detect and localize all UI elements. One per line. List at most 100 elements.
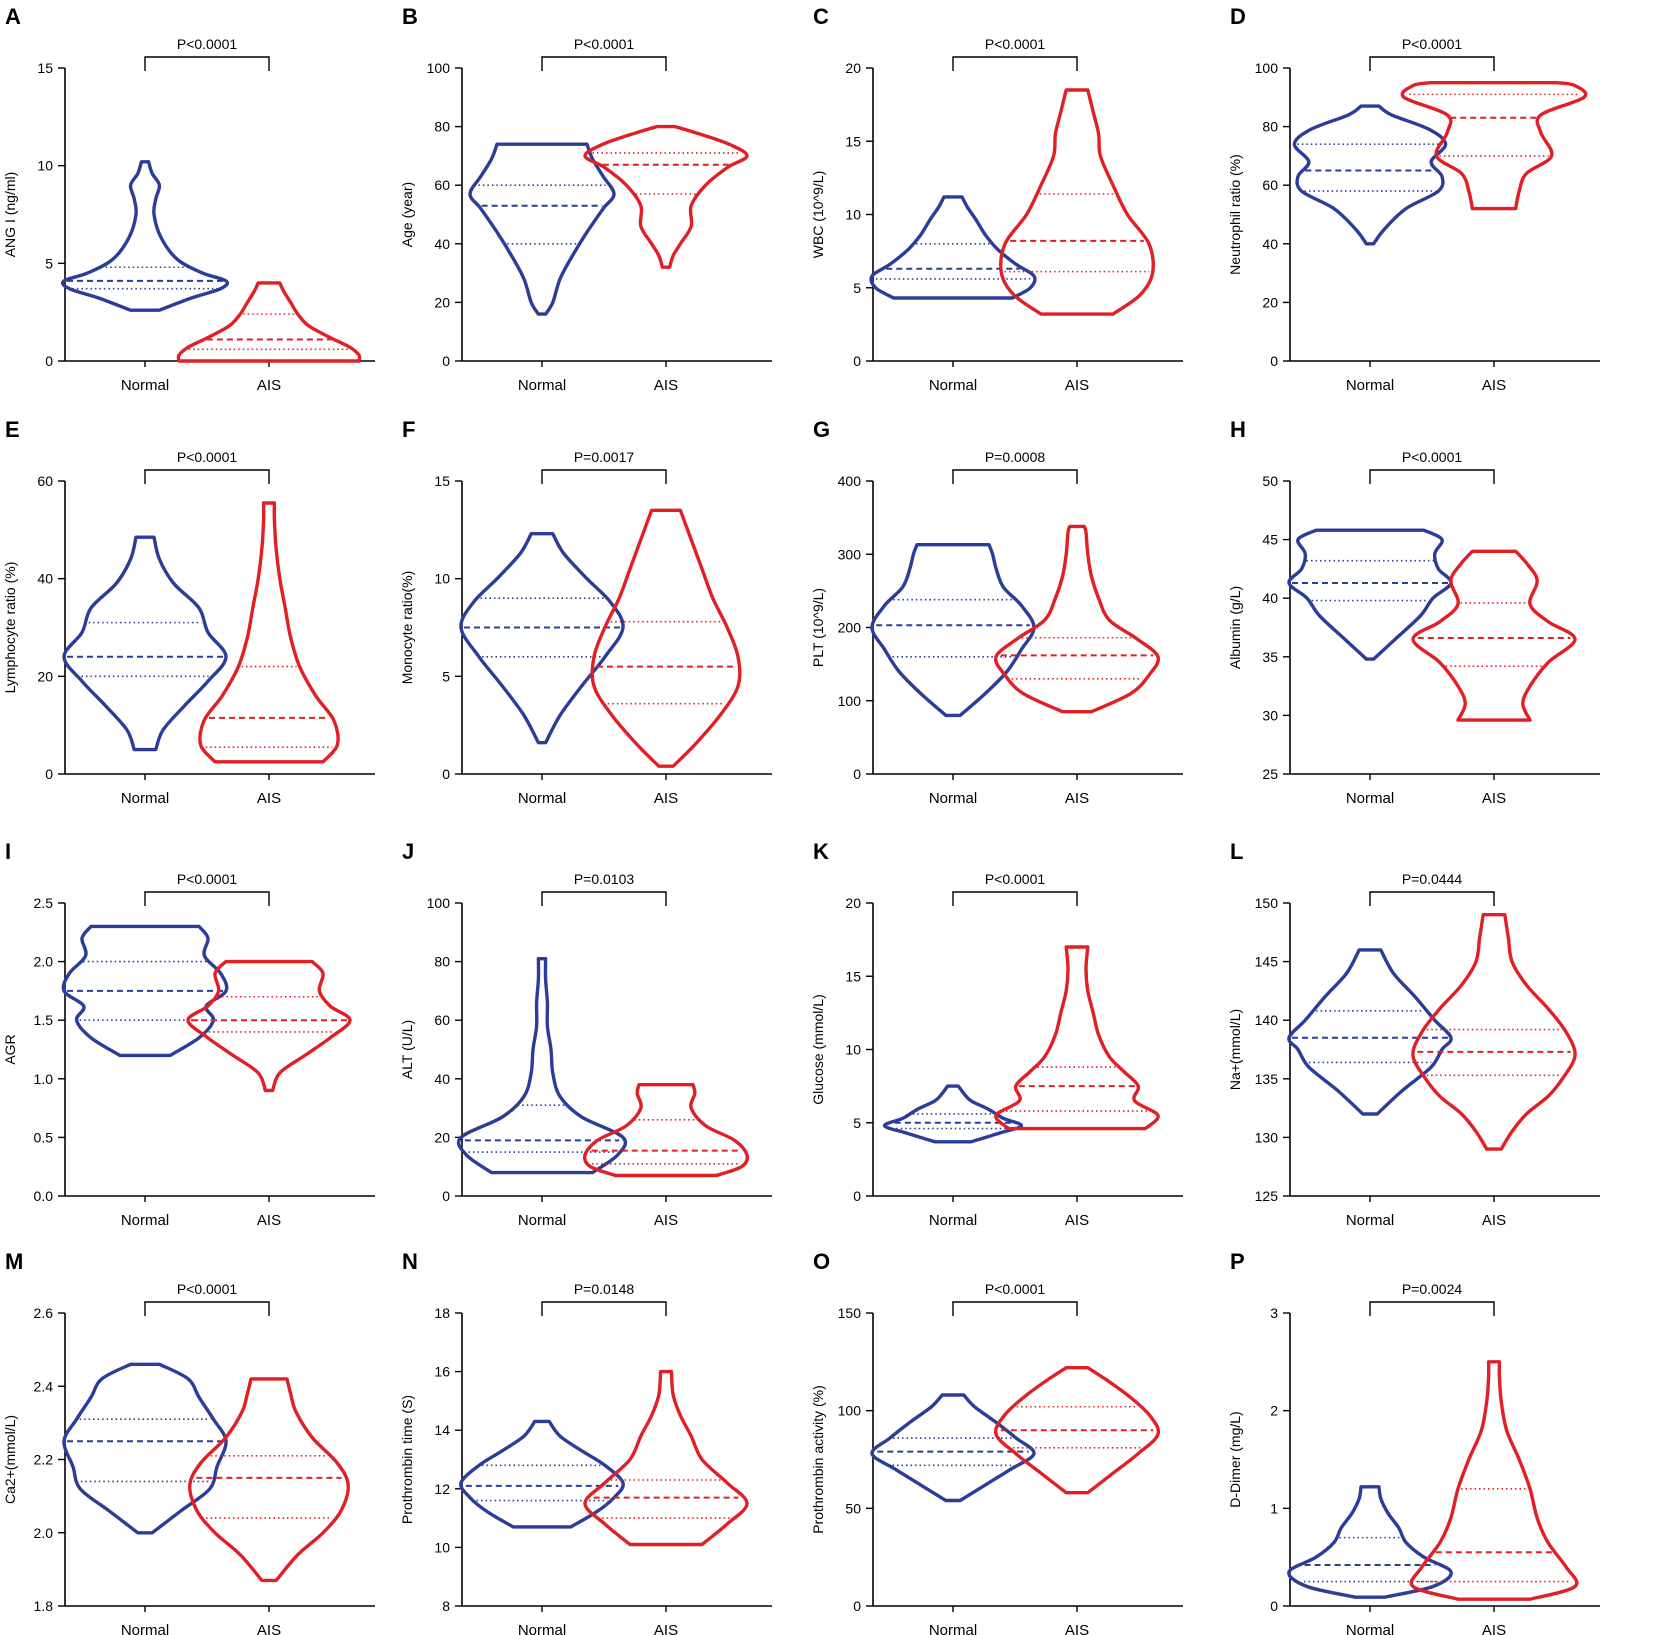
p-value-label: P<0.0001 (177, 449, 238, 465)
category-label: Normal (518, 790, 566, 807)
category-label: Normal (518, 1622, 566, 1635)
y-tick-label: 0 (442, 1188, 450, 1204)
panel-letter: A (5, 4, 21, 29)
category-label: AIS (257, 1622, 281, 1635)
violin-ais (583, 1369, 749, 1547)
significance-bracket (1369, 56, 1495, 71)
y-tick-label: 1 (1270, 1500, 1278, 1516)
violin-normal (1287, 1485, 1453, 1599)
violin-ais (994, 945, 1160, 1131)
panel-letter: K (813, 839, 829, 864)
violin-normal (459, 1419, 625, 1529)
category-label: AIS (654, 790, 678, 807)
violin-ais (186, 959, 352, 1093)
p-value-label: P=0.0008 (985, 449, 1046, 465)
y-tick-label: 35 (1262, 649, 1278, 665)
y-axis-label: Lymphocyte ratio (%) (2, 562, 18, 694)
category-label: AIS (1482, 377, 1506, 394)
y-tick-label: 130 (1255, 1129, 1279, 1145)
panel-p: P 0 1 2 3 D-Dimer (mg/L) Normal AIS P=0.0024 (1227, 1249, 1600, 1635)
category-label: Normal (518, 1212, 566, 1229)
y-tick-label: 1.5 (34, 1012, 54, 1028)
y-axis-label: Prothrombin activity (%) (810, 1385, 826, 1534)
y-tick-label: 2.0 (34, 954, 54, 970)
category-label: AIS (1065, 377, 1089, 394)
significance-bracket (952, 56, 1078, 71)
y-tick-label: 20 (845, 895, 861, 911)
panel-letter: H (1230, 417, 1246, 442)
p-value-label: P<0.0001 (985, 1281, 1046, 1297)
y-tick-label: 2.6 (34, 1305, 54, 1321)
y-tick-label: 20 (1262, 294, 1278, 310)
violin-normal (62, 1362, 228, 1535)
significance-bracket (144, 469, 270, 484)
p-value-label: P<0.0001 (985, 871, 1046, 887)
violin-normal (459, 532, 625, 745)
y-tick-label: 60 (37, 473, 53, 489)
y-tick-label: 10 (434, 571, 450, 587)
violin-ais (590, 508, 742, 768)
p-value-label: P=0.0024 (1402, 1281, 1463, 1297)
violin-ais (993, 1366, 1161, 1495)
y-tick-label: 150 (838, 1305, 862, 1321)
significance-bracket (952, 891, 1078, 906)
y-tick-label: 20 (434, 1129, 450, 1145)
panel-letter: O (813, 1249, 830, 1274)
y-tick-label: 2.4 (34, 1378, 54, 1394)
y-axis-label: Age (year) (399, 182, 415, 247)
panel-g: G 0 100 200 300 400 PLT (10^9/L) Normal AIS P=0.0… (810, 417, 1183, 807)
panel-letter: F (402, 417, 415, 442)
category-label: AIS (257, 377, 281, 394)
category-label: AIS (1482, 1622, 1506, 1635)
y-tick-label: 145 (1255, 954, 1279, 970)
y-tick-label: 25 (1262, 766, 1278, 782)
category-label: Normal (518, 377, 566, 394)
y-axis-label: Albumin (g/L) (1227, 586, 1243, 669)
violin-normal (882, 1084, 1024, 1144)
p-value-label: P<0.0001 (177, 36, 238, 52)
category-label: Normal (1346, 1622, 1394, 1635)
y-axis-label: ANG I (ng/ml) (2, 172, 18, 258)
significance-bracket (952, 469, 1078, 484)
y-tick-label: 300 (838, 546, 862, 562)
violin-normal (1292, 104, 1448, 246)
y-tick-label: 0 (45, 766, 53, 782)
y-tick-label: 80 (434, 119, 450, 135)
violin-ais (1411, 913, 1577, 1151)
p-value-label: P<0.0001 (985, 36, 1046, 52)
y-tick-label: 400 (838, 473, 862, 489)
y-tick-label: 2.2 (34, 1452, 54, 1468)
y-axis-label: PLT (10^9/L) (810, 588, 826, 667)
category-label: AIS (1482, 1212, 1506, 1229)
p-value-label: P=0.0148 (574, 1281, 635, 1297)
y-tick-label: 100 (427, 895, 451, 911)
significance-bracket (541, 891, 667, 906)
violin-normal (1287, 528, 1453, 661)
y-tick-label: 150 (1255, 895, 1279, 911)
p-value-label: P<0.0001 (1402, 36, 1463, 52)
significance-bracket (144, 1301, 270, 1316)
y-tick-label: 20 (37, 668, 53, 684)
panel-letter: B (402, 4, 418, 29)
y-tick-label: 100 (1255, 60, 1279, 76)
p-value-label: P=0.0103 (574, 871, 635, 887)
violin-normal (869, 195, 1037, 300)
violin-ais (198, 501, 340, 764)
violin-normal (870, 543, 1036, 718)
y-tick-label: 15 (845, 133, 861, 149)
category-label: Normal (929, 1622, 977, 1635)
y-tick-label: 16 (434, 1364, 450, 1380)
p-value-label: P<0.0001 (177, 871, 238, 887)
panel-d: D 0 20 40 60 80 100 Neutrophil ratio (%) Normal A… (1227, 4, 1600, 394)
y-tick-label: 10 (434, 1539, 450, 1555)
violin-ais (1411, 549, 1577, 722)
y-tick-label: 30 (1262, 707, 1278, 723)
category-label: AIS (654, 1622, 678, 1635)
category-label: Normal (929, 1212, 977, 1229)
y-tick-label: 140 (1255, 1012, 1279, 1028)
y-tick-label: 5 (853, 280, 861, 296)
y-tick-label: 0 (442, 353, 450, 369)
p-value-label: P=0.0017 (574, 449, 635, 465)
y-axis-label: Glucose (mmol/L) (810, 994, 826, 1104)
category-label: AIS (1065, 790, 1089, 807)
